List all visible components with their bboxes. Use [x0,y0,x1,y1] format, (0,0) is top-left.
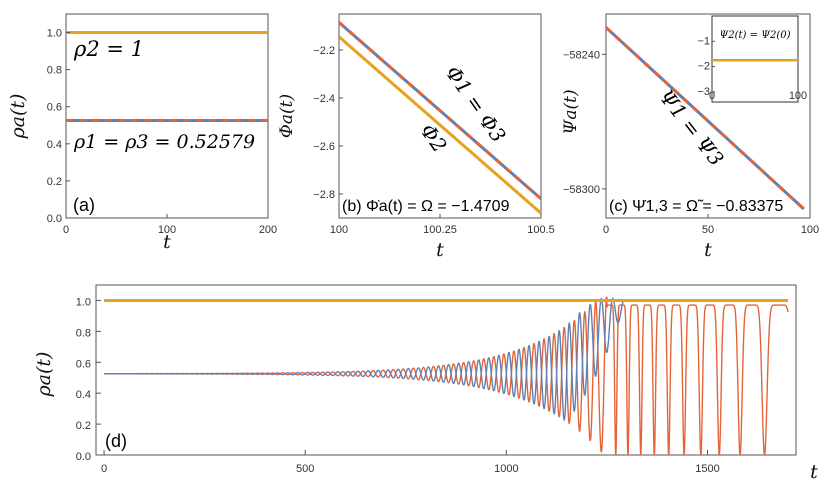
panel-d-ylabel: ρa(t) [33,352,55,398]
inset-x-tick-label: 0 [709,90,715,102]
y-tick-label: −58240 [563,49,600,61]
annotation-rho2: ρ2 = 1 [73,37,144,61]
panel-c-ylabel: Ψa(t) [561,89,581,134]
series-Φ3 [339,21,541,200]
panel-a-label: (a) [73,195,95,215]
y-tick-label: −58300 [563,184,600,196]
y-tick-label: 0.4 [76,389,91,401]
y-tick-label: −2.4 [313,93,335,105]
annotation-rho1-rho3: ρ1 = ρ3 = 0.52579 [73,131,255,153]
panel-b-xlabel: t [436,239,444,261]
inset-x-tick-label: 100 [789,90,807,102]
x-tick-label: 100.5 [527,224,555,236]
x-tick-label: 100 [330,224,348,236]
panel-a-xlabel: t [163,231,171,253]
inset-y-tick-label: −2 [697,61,710,73]
y-tick-label: 0.6 [47,102,62,114]
panel-b: 100 100.25 100.5 −2.2 −2.4 −2.6 −2.8 t Φa(t) Φ… [277,13,555,261]
panel-a: 0 100 200 0.0 0.2 0.4 0.6 0.8 1.0 t ρa(t) ρ2 = 1… [7,13,277,253]
series-Φ2 [339,35,541,215]
panel-d-frame [95,284,797,456]
y-tick-label: −2.2 [313,45,335,57]
panel-d-label: (d) [105,431,127,451]
panel-c: 0 50 100−58240−58300 t Ψa(t) Ψ1 = Ψ3 (c) Ψ… [561,13,819,261]
y-tick-label: 0.2 [47,176,62,188]
panel-a-ylabel: ρa(t) [7,94,29,140]
inset-y-tick-label: −3 [697,86,710,98]
x-tick-label: 100 [801,224,819,236]
x-tick-label: 0 [101,463,107,475]
panel-d: 0 500 1000 1500 0.0 0.2 0.4 0.6 0.8 1.0 t ρa(t) (… [33,284,818,483]
panel-d-xlabel: t [810,461,818,483]
inset-y-tick-label: −1 [697,35,710,47]
y-tick-label: 0.8 [76,327,91,339]
x-tick-label: 50 [702,224,714,236]
inset-title: Ψ2(t) = Ψ2(0) [720,30,791,41]
y-tick-label: 0.8 [47,65,62,77]
y-tick-label: 0.4 [47,139,62,151]
x-tick-label: 100 [158,224,176,236]
x-tick-label: 500 [296,463,314,475]
panel-c-inset: Ψ2(t) = Ψ2(0) 0 100 −1 −2 −3 [697,15,807,103]
x-tick-label: 0 [63,224,69,236]
y-tick-label: −2.6 [313,141,335,153]
y-tick-label: 0.6 [76,358,91,370]
panel-b-label: (b) Φ̇a(t) = Ω = −1.4709 [342,198,510,215]
panel-c-xlabel: t [704,239,712,261]
series-Ψ3 [606,26,805,211]
x-tick-label: 100.25 [423,224,457,236]
y-tick-label: 0.0 [47,213,62,225]
y-tick-label: 1.0 [76,296,91,308]
x-tick-label: 0 [603,224,609,236]
y-tick-label: 0.2 [76,420,91,432]
annotation-phi2: Φ2 [416,119,452,157]
y-tick-label: −2.8 [313,189,335,201]
inset-frame [711,15,799,103]
x-tick-label: 1500 [695,463,719,475]
y-tick-label: 1.0 [47,28,62,40]
y-tick-label: 0.0 [76,451,91,463]
x-tick-label: 1000 [494,463,518,475]
panel-c-label: (c) Ψ̇1,3 = Ω̃ = −0.83375 [609,198,783,215]
panel-b-ylabel: Φa(t) [277,94,297,138]
x-tick-label: 200 [259,224,277,236]
